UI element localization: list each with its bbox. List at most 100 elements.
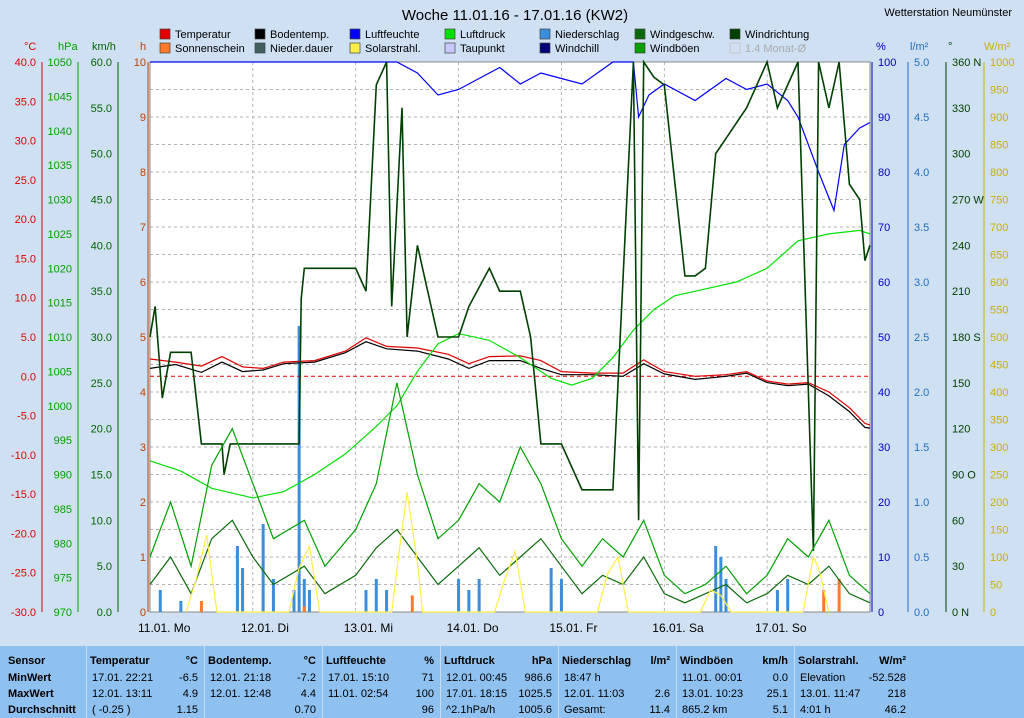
tick-label: 2 <box>140 497 146 509</box>
tick-label: 45.0 <box>91 195 112 207</box>
tick-label: 3 <box>140 442 146 454</box>
stats-separator <box>676 646 677 718</box>
tick-label: 950 <box>990 85 1008 97</box>
tick-label: 1010 <box>48 332 72 344</box>
tick-label: 750 <box>990 195 1008 207</box>
grid <box>150 62 870 612</box>
tick-label: 30 <box>952 561 964 573</box>
stats-cell-value: 4.4 <box>300 688 316 700</box>
stats-panel: Sensor MinWert MaxWert Durchschnitt Temp… <box>0 646 1024 718</box>
rain-bar <box>477 579 481 612</box>
tick-label: 4.0 <box>914 167 929 179</box>
sunshine-bar <box>822 590 826 612</box>
tick-label: 30.0 <box>15 136 36 148</box>
legend-swatch <box>539 42 551 54</box>
tick-label: 2.0 <box>914 387 929 399</box>
legend-swatch <box>159 28 171 40</box>
tick-label: 330 <box>952 103 970 115</box>
tick-label: 1020 <box>48 263 72 275</box>
stats-cell-label: 12.01. 12:48 <box>210 688 272 700</box>
legend-swatch <box>539 28 551 40</box>
legend-swatch <box>634 42 646 54</box>
legend-label: Niederschlag <box>555 29 619 41</box>
rain-bar <box>719 557 723 612</box>
stats-cell-value: 100 <box>415 688 434 700</box>
tick-label: 1025 <box>48 229 72 241</box>
tick-label: 700 <box>990 222 1008 234</box>
stats-cell-label: ^2.1hPa/h <box>446 704 496 716</box>
tick-label: 1 <box>140 552 146 564</box>
tick-label: 35.0 <box>91 286 112 298</box>
stats-row-label: MaxWert <box>8 688 54 700</box>
stats-cell-label: 12.01. 21:18 <box>210 672 272 684</box>
legend-swatch <box>254 28 266 40</box>
legend-label: Temperatur <box>175 29 231 41</box>
series-windb-en <box>149 382 871 595</box>
unit-label-deg: ° <box>948 41 952 53</box>
tick-label: 1000 <box>990 57 1014 69</box>
stats-sensor-label: Sensor <box>8 655 46 667</box>
tick-label: 850 <box>990 140 1008 152</box>
rain-bar <box>297 326 301 612</box>
stats-row-label: Durchschnitt <box>8 704 76 716</box>
stats-cell-value: 71 <box>421 672 434 684</box>
sunshine-bar <box>837 579 841 612</box>
stats-cell-value: 96 <box>421 704 434 716</box>
stats-column-title: Solarstrahl. <box>798 655 859 667</box>
stats-column-title: Bodentemp. <box>208 655 272 667</box>
stats-column: Bodentemp. °C 12.01. 21:18 -7.2 12.01. 12:48… <box>208 646 320 718</box>
tick-label: 240 <box>952 240 970 252</box>
tick-label: 150 <box>990 525 1008 537</box>
weather-chart: 40.035.030.025.020.015.010.05.00.0-5.0-1… <box>10 7 1015 635</box>
stats-column-unit: km/h <box>762 655 788 667</box>
stats-separator <box>794 646 795 718</box>
sunshine-bar <box>302 606 306 612</box>
tick-label: 0.0 <box>914 607 929 619</box>
stats-column: Temperatur °C 17.01. 22:21 -6.5 12.01. 13:11… <box>90 646 202 718</box>
lines-layer <box>149 59 871 613</box>
stats-cell-label: 11.01. 00:01 <box>682 672 743 684</box>
tick-label: 120 <box>952 424 970 436</box>
unit-label-kmh: km/h <box>92 41 116 53</box>
rain-bar <box>364 590 368 612</box>
legend-swatch <box>444 42 456 54</box>
tick-label: 15.0 <box>15 253 36 265</box>
legend-label: Bodentemp. <box>270 29 329 41</box>
legend-swatch <box>729 42 741 54</box>
tick-label: 1.0 <box>914 497 929 509</box>
tick-label: 15.0 <box>91 470 112 482</box>
tick-label: 25.0 <box>15 175 36 187</box>
sunshine-bar <box>410 595 414 612</box>
tick-label: 0.0 <box>21 371 36 383</box>
tick-label: 985 <box>54 504 72 516</box>
tick-label: 550 <box>990 305 1008 317</box>
rain-bar <box>374 579 378 612</box>
stats-cell-value: 1025.5 <box>518 688 552 700</box>
tick-label: -5.0 <box>17 411 36 423</box>
stats-cell-label: 4:01 h <box>800 704 831 716</box>
legend-swatch <box>634 28 646 40</box>
tick-label: 270 W <box>952 195 984 207</box>
rain-bar <box>467 590 471 612</box>
tick-label: 50 <box>878 332 890 344</box>
stats-cell-label: 17.01. 15:10 <box>328 672 390 684</box>
tick-label: 20.0 <box>15 214 36 226</box>
tick-label: 90 <box>878 112 890 124</box>
stats-separator <box>322 646 323 718</box>
bars-layer <box>158 326 841 612</box>
stats-cell-label: 13.01. 11:47 <box>800 688 861 700</box>
rain-bar <box>549 568 553 612</box>
stats-cell-label: ( -0.25 ) <box>92 704 131 716</box>
tick-label: 1050 <box>48 57 72 69</box>
stats-cell-value: 1.15 <box>176 704 198 716</box>
tick-label: 300 <box>990 442 1008 454</box>
legend: Temperatur Bodentemp. Luftfeuchte Luftdruck… <box>159 28 809 55</box>
tick-label: 450 <box>990 360 1008 372</box>
tick-label: 100 <box>990 552 1008 564</box>
stats-cell-value: 46.2 <box>884 704 906 716</box>
tick-label: -25.0 <box>11 568 36 580</box>
unit-label-pct: % <box>876 41 886 53</box>
tick-label: 5.0 <box>21 332 36 344</box>
tick-label: 600 <box>990 277 1008 289</box>
tick-label: 995 <box>54 435 72 447</box>
